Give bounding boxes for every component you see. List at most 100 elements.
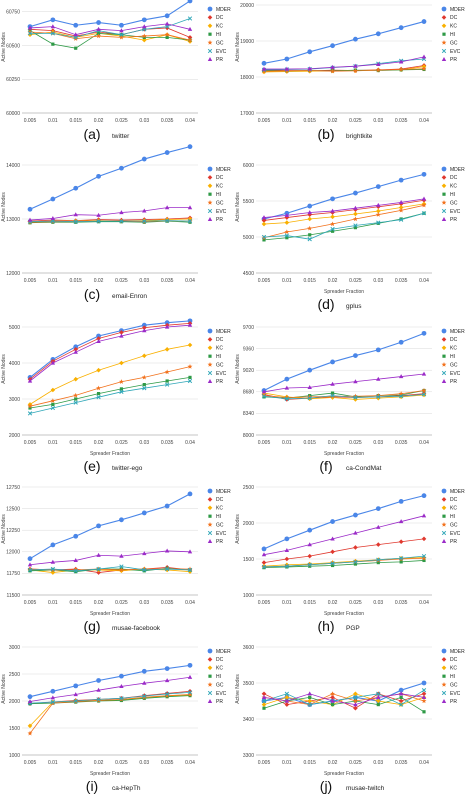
x-tick-label: 0.015 [303,278,316,284]
legend-label: PR [216,539,223,545]
legend-label: PR [216,379,223,385]
series-line [263,173,425,220]
data-point [164,691,170,697]
x-tick-label: 0.025 [115,600,128,606]
data-point [398,339,404,345]
data-point [142,219,147,224]
data-point [353,705,358,711]
data-point [375,698,381,704]
data-point [119,22,124,28]
legend-marker-pr [441,539,447,543]
data-point [330,68,336,74]
legend-label: KC [216,666,223,672]
legend-marker-gc [207,200,213,205]
data-point [376,221,380,225]
legend-marker-hi [208,354,212,358]
x-tick-label: 0.005 [24,118,37,124]
legend-marker-evc [441,48,447,54]
data-point [164,218,170,223]
legend-marker-hi [208,192,212,196]
data-point [330,208,335,213]
data-point [96,336,101,341]
legend-marker-gc [441,200,447,205]
x-tick-label: 0.01 [48,600,58,606]
series-line [263,393,425,400]
x-tick-label: 0.04 [419,760,429,766]
x-tick-label: 0.015 [69,760,82,766]
data-point [27,217,33,222]
chart-panel-brightkite: 17000 18000 19000 20000 0.005 0.01 0.015 0.02 0.… [235,3,465,142]
panel-letter: (c) [84,286,100,302]
data-point [28,406,32,410]
data-point [164,678,170,683]
data-point [307,49,313,55]
x-tick-label: 0.01 [282,278,292,284]
x-tick-label: 0.01 [282,118,292,124]
data-point [118,696,124,702]
data-point [73,212,78,217]
y-tick-label: 3400 [243,717,254,723]
legend-marker-evc [441,690,447,696]
data-point [376,557,381,562]
series-line [263,212,425,240]
legend-label: HI [450,192,455,198]
data-point [422,710,426,714]
data-point [73,349,78,354]
series-line [263,538,425,563]
data-point [73,347,79,352]
y-axis-label: Active Nodes [235,192,241,222]
data-point [307,395,312,401]
y-axis-label: Active Nodes [1,354,7,384]
data-point [421,698,427,704]
data-point [421,555,427,561]
series-line [263,693,425,706]
legend-marker-kc [207,345,213,351]
data-point [284,691,290,696]
data-point [187,16,193,21]
data-point [307,367,313,373]
legend-marker-hi [208,674,212,678]
data-point [261,560,267,565]
data-point [27,29,33,35]
legend-marker-kc [207,505,213,511]
data-point [96,26,101,31]
chart-panel-ca-HepTh: 1000 1500 2000 2500 3000 0.005 0.01 0.015 0.02 0.… [1,645,231,794]
data-point [353,36,358,42]
data-point [284,385,290,390]
series-mder [261,493,427,552]
legend-label: DC [450,15,458,21]
legend-marker-mder [207,6,213,12]
panel-letter: (a) [83,126,100,142]
data-point [375,347,381,353]
data-point [398,394,404,399]
y-tick-label: 1000 [9,753,20,759]
data-point [398,200,404,205]
legend-label: PR [450,379,457,385]
data-point [353,190,358,196]
y-tick-label: 8000 [243,433,254,439]
legend-marker-pr [207,57,213,61]
data-point [421,513,427,518]
data-point [421,493,427,499]
data-point [164,150,170,155]
series-line [29,377,191,409]
x-tick-label: 0.03 [139,118,149,124]
data-point [308,233,312,237]
data-point [353,702,358,707]
data-point [330,214,335,220]
y-tick-label: 3500 [243,681,254,687]
series-line [263,21,425,64]
y-tick-label: 9020 [243,368,254,374]
data-point [73,219,78,224]
x-tick-label: 0.035 [161,440,174,446]
legend-label: GC [216,522,224,528]
data-point [187,342,193,348]
data-point [119,330,124,335]
data-point [353,379,358,384]
legend-marker-dc [207,15,213,20]
data-point [164,369,170,375]
panel-dataset-name: PGP [346,625,360,632]
data-point [284,56,290,62]
legend-label: HI [216,514,221,520]
data-point [28,569,32,573]
